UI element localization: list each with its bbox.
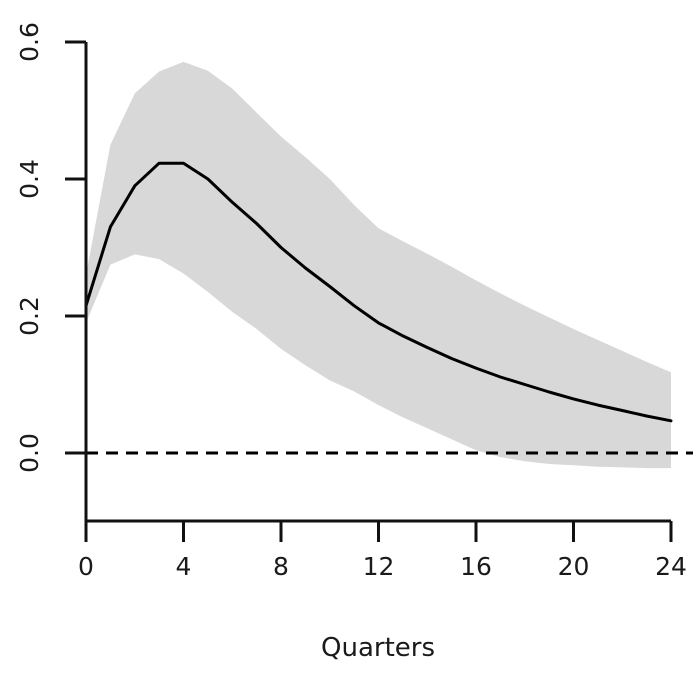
- x-tick-label: 24: [655, 552, 687, 581]
- x-axis-title: Quarters: [321, 633, 435, 663]
- series-layer: [84, 161, 673, 423]
- x-tick-label: 12: [363, 552, 395, 581]
- x-tick-label: 4: [176, 552, 192, 581]
- y-tick-label: 0.0: [15, 433, 44, 473]
- impulse-response-line: [84, 161, 673, 423]
- x-tick-label: 0: [78, 552, 94, 581]
- ticks-layer: 0 4 8 12 16 20 24 0.0 0.2 0.4 0.6: [15, 22, 687, 581]
- x-tick-label: 8: [273, 552, 289, 581]
- x-tick-label: 20: [558, 552, 590, 581]
- confidence-band-layer: [86, 61, 671, 469]
- confidence-band: [86, 61, 671, 469]
- x-tick-label: 16: [460, 552, 492, 581]
- y-tick-label: 0.4: [15, 159, 44, 199]
- y-tick-label: 0.6: [15, 22, 44, 62]
- y-tick-label: 0.2: [15, 296, 44, 336]
